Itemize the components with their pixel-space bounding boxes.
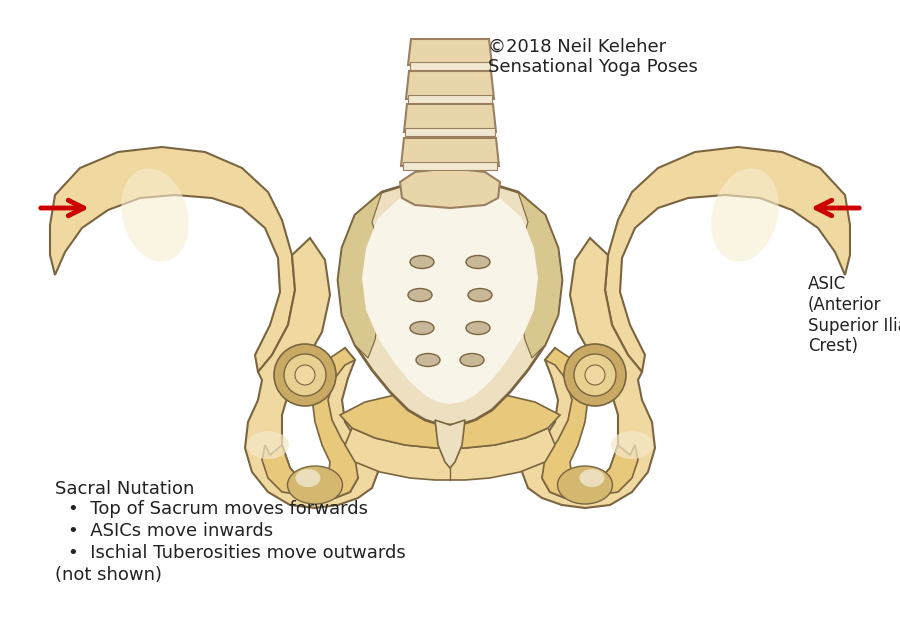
Polygon shape (362, 188, 538, 404)
Polygon shape (542, 348, 638, 498)
Ellipse shape (466, 256, 490, 269)
Polygon shape (403, 162, 497, 170)
Ellipse shape (408, 289, 432, 301)
Ellipse shape (557, 466, 613, 504)
Ellipse shape (574, 354, 616, 396)
Ellipse shape (585, 365, 605, 385)
Polygon shape (345, 428, 555, 480)
Polygon shape (262, 348, 358, 498)
Ellipse shape (416, 354, 440, 366)
Ellipse shape (580, 469, 605, 487)
Polygon shape (50, 147, 295, 372)
Polygon shape (340, 391, 560, 448)
Text: ASIC
(Anterior
Superior Iliac
Crest): ASIC (Anterior Superior Iliac Crest) (808, 275, 900, 356)
Polygon shape (406, 71, 494, 99)
Ellipse shape (410, 256, 434, 269)
Polygon shape (404, 104, 496, 132)
Polygon shape (400, 168, 500, 208)
Text: Sensational Yoga Poses: Sensational Yoga Poses (488, 58, 698, 76)
Polygon shape (338, 180, 562, 425)
Polygon shape (245, 238, 378, 508)
Text: •  Ischial Tuberosities move outwards: • Ischial Tuberosities move outwards (68, 544, 406, 562)
Text: •  Top of Sacrum moves forwards: • Top of Sacrum moves forwards (68, 500, 368, 518)
Polygon shape (408, 95, 492, 103)
Text: (not shown): (not shown) (55, 566, 162, 584)
Polygon shape (401, 138, 499, 166)
Text: Sacral Nutation: Sacral Nutation (55, 480, 194, 498)
Ellipse shape (122, 168, 189, 262)
Polygon shape (410, 62, 490, 70)
Ellipse shape (247, 431, 289, 459)
Ellipse shape (287, 466, 343, 504)
Polygon shape (605, 147, 850, 372)
Ellipse shape (460, 354, 484, 366)
Polygon shape (338, 192, 382, 358)
Ellipse shape (564, 344, 626, 406)
Ellipse shape (274, 344, 336, 406)
Ellipse shape (611, 431, 653, 459)
Ellipse shape (711, 168, 778, 262)
Polygon shape (405, 128, 495, 136)
Ellipse shape (295, 469, 320, 487)
Polygon shape (518, 192, 562, 358)
Ellipse shape (295, 365, 315, 385)
Polygon shape (522, 238, 655, 508)
Polygon shape (435, 420, 465, 468)
Ellipse shape (468, 289, 492, 301)
Ellipse shape (466, 321, 490, 334)
Ellipse shape (284, 354, 326, 396)
Text: •  ASICs move inwards: • ASICs move inwards (68, 522, 273, 540)
Text: ©2018 Neil Keleher: ©2018 Neil Keleher (488, 38, 666, 56)
Ellipse shape (410, 321, 434, 334)
Polygon shape (408, 39, 492, 65)
